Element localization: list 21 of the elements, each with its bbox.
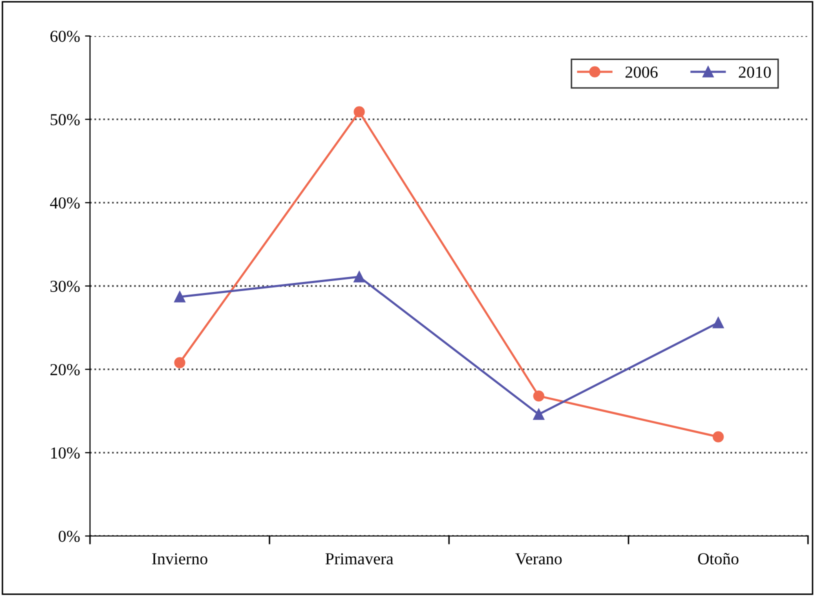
legend-label: 2010 <box>738 66 771 78</box>
y-tick-label: 0% <box>58 530 80 542</box>
point <box>174 291 186 302</box>
point <box>354 271 365 282</box>
y-tick-label: 20% <box>50 364 80 376</box>
point <box>712 431 724 442</box>
point <box>533 390 544 402</box>
x-tick-label: Otoño <box>698 553 738 564</box>
point <box>174 357 186 368</box>
x-tick-label: Verano <box>515 553 562 564</box>
x-tick-label: Primavera <box>325 553 394 564</box>
y-tick-label: 30% <box>50 280 80 292</box>
legend-label: 2006 <box>626 66 658 78</box>
point <box>354 106 365 118</box>
point <box>533 408 544 420</box>
point <box>712 317 724 328</box>
x-tick-label: Invierno <box>152 553 208 564</box>
y-tick-label: 10% <box>51 447 80 459</box>
y-tick-label: 40% <box>50 197 80 209</box>
y-tick-label: 60% <box>50 30 80 42</box>
y-tick-label: 50% <box>50 114 80 126</box>
